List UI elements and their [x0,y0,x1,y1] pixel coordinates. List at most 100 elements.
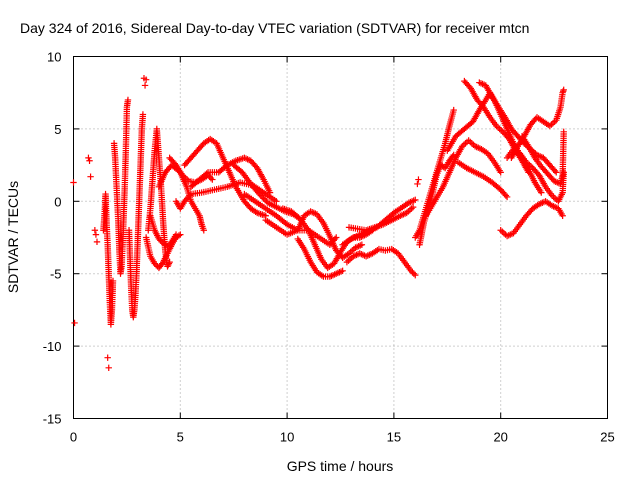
y-axis-label: SDTVAR / TECUs [5,181,21,293]
data-point [560,169,567,176]
data-point [310,209,317,217]
data-point [244,156,251,163]
data-point [479,80,486,88]
x-axis-label: GPS time / hours [287,458,394,474]
data-point [406,206,414,214]
data-point [414,180,421,188]
data-point [261,196,269,204]
data-point [71,319,78,327]
data-point [282,220,289,227]
data-point [551,167,559,175]
x-tick-label: 20 [493,430,507,445]
data-point [256,190,263,198]
data-point [553,169,560,176]
data-point [503,193,511,201]
data-point [86,157,93,164]
data-point [105,364,112,372]
y-tick-label: 10 [47,50,61,65]
x-tick-label: 0 [70,430,77,445]
data-point [408,205,415,212]
x-tick-label: 15 [387,430,401,445]
data-point [164,261,172,269]
data-point [207,174,215,182]
data-point [450,106,457,114]
data-point [186,192,193,199]
data-point [203,170,210,177]
y-tick-label: -15 [43,412,62,427]
data-point [502,192,510,199]
data-point [355,242,362,250]
data-point [200,227,207,234]
data-point [525,169,532,176]
data-point [273,198,280,205]
data-point [407,267,415,275]
data-point [496,125,503,133]
data-point [92,231,100,238]
grid [73,56,608,419]
plot-frame [73,56,608,419]
data-point [172,231,180,238]
data-point [538,189,545,196]
x-tick-label: 25 [600,430,614,445]
data-point [507,231,514,238]
data-point [166,258,173,266]
data-point [409,203,417,211]
data-point [415,176,422,183]
data-point [358,241,366,248]
axis-ticks [73,56,608,419]
data-point [209,176,216,183]
data-point [151,260,158,267]
data-point [333,234,340,241]
data-point [155,235,163,243]
y-tick-label: 0 [54,194,61,209]
data-point [124,96,132,104]
data-point [167,240,174,247]
data-points [70,75,567,372]
data-point [550,193,557,201]
data-point [462,140,469,147]
data-point [87,173,94,180]
x-tick-label: 5 [177,430,184,445]
data-point [499,228,506,235]
data-point [139,111,147,118]
data-point [260,195,267,202]
y-tick-label: -5 [50,267,62,282]
chart-title: Day 324 of 2016, Sidereal Day-to-day VTE… [20,20,529,36]
data-point [497,227,504,234]
data-point [497,169,504,176]
data-point [165,241,173,248]
data-point [465,137,472,144]
data-point [498,127,505,134]
data-point [409,269,416,276]
data-point [157,237,164,244]
data-point [257,192,264,199]
data-point [85,154,92,162]
y-tick-label: 5 [54,122,61,137]
data-point [258,193,266,201]
data-point [164,263,171,270]
data-point [359,251,367,259]
data-point [165,260,173,267]
data-point [93,238,101,246]
data-point [141,82,149,89]
data-point [560,128,567,135]
data-point [164,242,171,250]
data-point [70,179,77,186]
data-point [109,277,117,285]
data-point [468,140,476,147]
data-point [559,212,566,219]
data-point [548,121,555,128]
tick-labels: 0 5 10 15 20 25 -15 -10 -5 0 5 10 [43,50,615,445]
y-tick-label: -10 [43,339,62,354]
data-point [206,173,213,180]
data-point [560,86,567,94]
x-tick-label: 10 [280,430,294,445]
data-point [467,138,474,146]
data-point [104,354,111,361]
data-point [175,232,183,239]
data-point [410,270,418,277]
data-point [142,76,150,83]
data-point [353,251,360,259]
data-point [339,267,346,275]
